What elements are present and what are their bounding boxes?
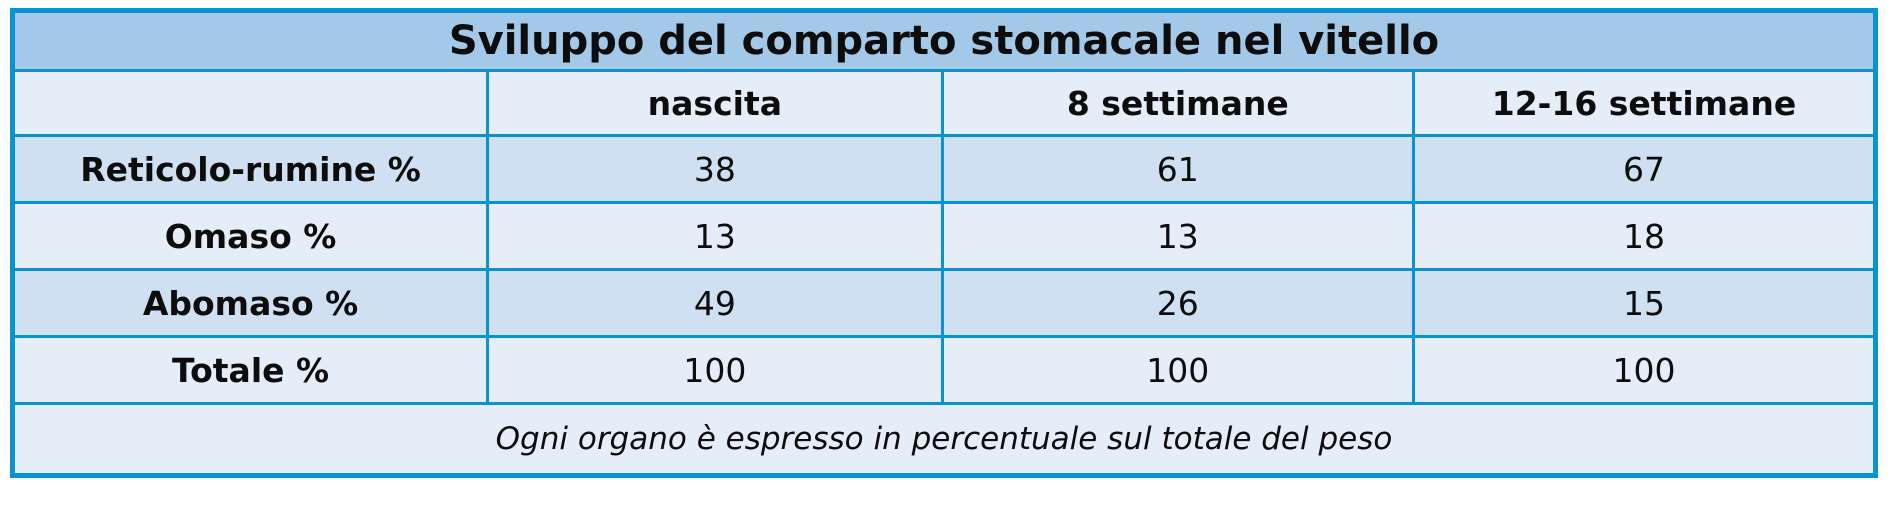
value-cell: 38: [486, 134, 944, 204]
stomach-development-table: Sviluppo del comparto stomacale nel vite…: [10, 8, 1878, 478]
table-title: Sviluppo del comparto stomacale nel vite…: [11, 9, 1877, 72]
footer-note: Ogni organo è espresso in percentuale su…: [11, 402, 1877, 477]
row-label: Omaso %: [10, 201, 490, 271]
value-cell: 15: [1411, 268, 1878, 338]
value-cell: 100: [940, 335, 1415, 405]
row-label: Reticolo-rumine %: [10, 134, 490, 204]
table-row-reticolo-rumine: Reticolo-rumine % 38 61 67: [10, 134, 1878, 204]
row-label: Totale %: [10, 335, 490, 405]
column-header-empty: [10, 69, 490, 137]
table-footer-row: Ogni organo è espresso in percentuale su…: [11, 402, 1877, 477]
table-row-abomaso: Abomaso % 49 26 15: [10, 268, 1878, 338]
value-cell: 61: [940, 134, 1415, 204]
column-header-12-16-settimane: 12-16 settimane: [1411, 69, 1878, 137]
column-header-8-settimane: 8 settimane: [940, 69, 1415, 137]
column-header-nascita: nascita: [486, 69, 944, 137]
value-cell: 18: [1411, 201, 1878, 271]
value-cell: 100: [486, 335, 944, 405]
value-cell: 13: [940, 201, 1415, 271]
value-cell: 26: [940, 268, 1415, 338]
value-cell: 100: [1411, 335, 1878, 405]
table-row-totale: Totale % 100 100 100: [10, 335, 1878, 405]
table-title-row: Sviluppo del comparto stomacale nel vite…: [11, 9, 1877, 72]
value-cell: 13: [486, 201, 944, 271]
table-header-row: nascita 8 settimane 12-16 settimane: [10, 69, 1878, 137]
value-cell: 67: [1411, 134, 1878, 204]
value-cell: 49: [486, 268, 944, 338]
table-row-omaso: Omaso % 13 13 18: [10, 201, 1878, 271]
row-label: Abomaso %: [10, 268, 490, 338]
